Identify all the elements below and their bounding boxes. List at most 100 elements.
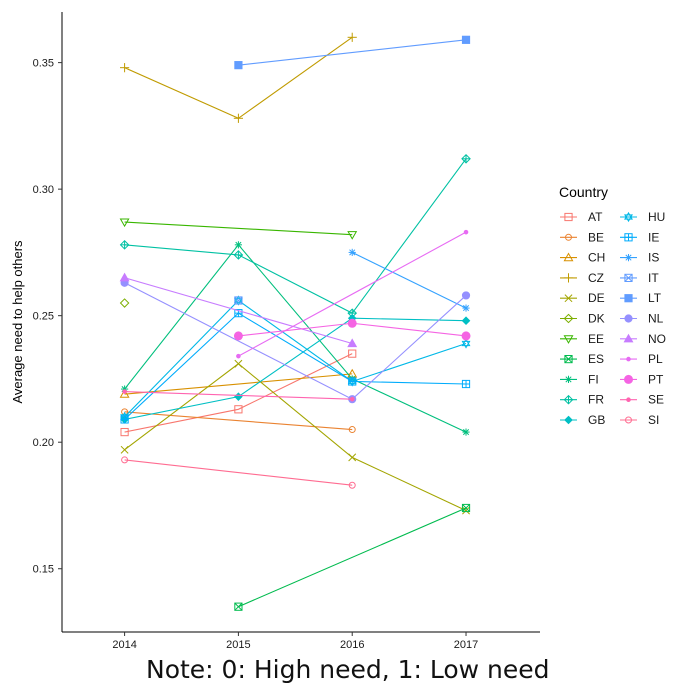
- legend-item-cz: CZ: [560, 271, 604, 285]
- series-es: [234, 503, 471, 611]
- series-dk: [119, 298, 130, 308]
- legend-item-no: NO: [620, 332, 666, 346]
- y-axis-title: Average need to help others: [10, 240, 25, 404]
- legend-label: IT: [648, 271, 659, 285]
- legend-label: PT: [648, 372, 664, 386]
- series-fi: [120, 241, 470, 436]
- data-point-gb: [234, 392, 243, 401]
- data-point-pt: [233, 331, 243, 341]
- series-line-cz: [124, 36, 353, 119]
- legend-key-marker: [625, 416, 632, 424]
- data-point-lt: [461, 35, 471, 44]
- legend-key-marker: [563, 313, 574, 324]
- legend-item-se: SE: [620, 393, 664, 407]
- legend-label: AT: [588, 210, 603, 224]
- legend-key-marker: [624, 254, 633, 262]
- series-ie: [120, 309, 471, 424]
- plot-area: [119, 32, 471, 611]
- legend-label: FR: [588, 393, 604, 407]
- data-point-es: [461, 503, 471, 513]
- legend-item-ee: EE: [560, 332, 604, 346]
- data-point-cz: [233, 113, 244, 123]
- legend-key-marker: [626, 397, 631, 403]
- data-point-fr: [119, 240, 130, 250]
- series-line-ie: [124, 312, 467, 420]
- data-point-no: [119, 272, 130, 282]
- y-tick-label: 0.25: [33, 311, 54, 323]
- series-be: [121, 408, 356, 434]
- legend-item-gb: GB: [560, 413, 605, 427]
- line-chart: Average need to help others 0.15 0.20 0.25…: [10, 12, 666, 651]
- data-point-fi: [462, 428, 470, 436]
- series-pl: [236, 229, 469, 359]
- data-point-ee: [347, 231, 358, 240]
- legend-item-es: ES: [560, 352, 604, 366]
- legend-key-marker: [624, 314, 633, 323]
- legend-key-marker: [563, 252, 574, 262]
- legend-label: IS: [648, 251, 659, 265]
- legend-item-at: AT: [560, 210, 603, 224]
- legend: Country AT BE CH CZ DE DK EE ES FI FR GB HU IE IS IT LT…: [559, 184, 666, 427]
- data-point-pt: [461, 331, 471, 341]
- legend-key-marker: [624, 273, 633, 282]
- data-point-cz: [119, 63, 130, 73]
- legend-label: SI: [648, 413, 659, 427]
- data-point-ie: [120, 415, 129, 424]
- data-point-ch: [119, 389, 130, 398]
- data-point-de: [462, 506, 470, 515]
- legend-key-marker: [623, 333, 634, 343]
- y-tick-label: 0.15: [33, 564, 54, 576]
- data-point-is: [348, 248, 356, 257]
- series-line-ee: [124, 221, 353, 236]
- legend-item-ch: CH: [560, 251, 605, 265]
- series-line-se: [124, 391, 353, 400]
- legend-key-marker: [565, 233, 572, 241]
- legend-key-marker: [624, 233, 633, 242]
- data-point-hu: [461, 338, 471, 349]
- legend-item-ie: IE: [620, 230, 659, 244]
- legend-item-nl: NL: [620, 312, 664, 326]
- series-si: [121, 456, 356, 489]
- data-point-at: [234, 405, 243, 414]
- data-point-gb: [461, 316, 471, 326]
- legend-item-pl: PL: [620, 352, 663, 366]
- series-line-ch: [124, 373, 353, 395]
- data-point-at: [120, 427, 129, 437]
- legend-key-marker: [564, 355, 573, 364]
- legend-label: NO: [648, 332, 666, 346]
- y-tick-label: 0.20: [33, 437, 54, 449]
- legend-label: CZ: [588, 271, 604, 285]
- data-point-lt: [234, 61, 243, 70]
- legend-title: Country: [559, 184, 608, 200]
- legend-item-be: BE: [560, 230, 604, 244]
- series-pt: [233, 318, 471, 341]
- series-ee: [119, 218, 358, 240]
- legend-label: SE: [648, 393, 664, 407]
- x-tick-label: 2016: [340, 639, 364, 651]
- legend-label: IE: [648, 230, 659, 244]
- series-line-fr: [124, 158, 467, 314]
- data-point-at: [348, 349, 357, 358]
- series-line-is: [351, 251, 467, 309]
- legend-item-pt: PT: [620, 372, 664, 386]
- legend-item-de: DE: [560, 291, 605, 305]
- data-point-ie: [348, 377, 357, 386]
- legend-item-dk: DK: [560, 312, 605, 326]
- data-point-pt: [347, 318, 357, 328]
- x-tick-label: 2015: [226, 639, 250, 651]
- legend-label: CH: [588, 251, 605, 265]
- legend-item-si: SI: [620, 413, 659, 427]
- legend-key-marker: [624, 211, 633, 223]
- data-point-de: [348, 453, 357, 462]
- legend-label: HU: [648, 210, 665, 224]
- series-cz: [119, 32, 357, 123]
- series-line-at: [124, 353, 353, 433]
- series-line-no: [124, 277, 353, 345]
- data-point-fr: [461, 153, 471, 164]
- series-line-be: [124, 411, 353, 431]
- data-point-no: [347, 338, 358, 348]
- legend-key-marker: [624, 374, 633, 384]
- series-line-lt: [238, 39, 467, 66]
- legend-label: PL: [648, 352, 663, 366]
- data-point-de: [234, 359, 243, 368]
